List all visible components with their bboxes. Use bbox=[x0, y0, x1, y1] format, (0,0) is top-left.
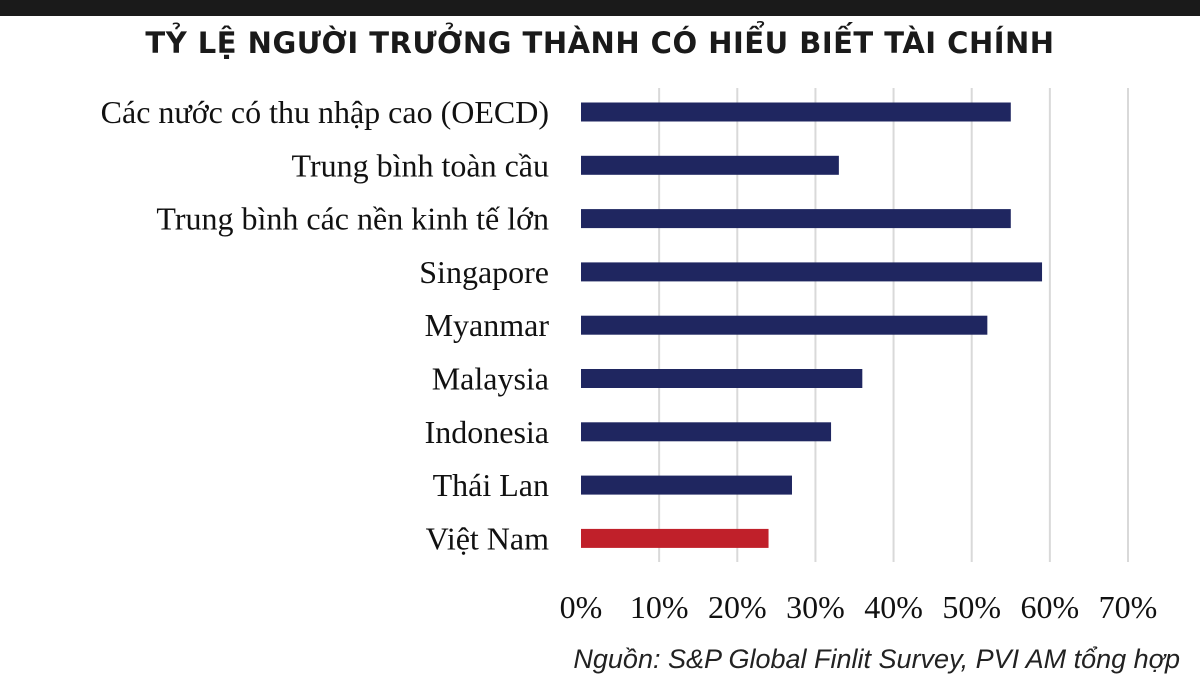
bar bbox=[581, 528, 769, 548]
chart-title: TỶ LỆ NGƯỜI TRƯỞNG THÀNH CÓ HIỂU BIẾT TÀ… bbox=[145, 26, 1055, 60]
bars bbox=[581, 102, 1043, 548]
top-rule bbox=[0, 0, 1200, 16]
bar bbox=[581, 475, 792, 495]
bar bbox=[581, 102, 1011, 122]
category-label: Trung bình các nền kinh tế lớn bbox=[156, 201, 549, 237]
x-tick-label: 0% bbox=[560, 589, 603, 625]
x-tick-label: 60% bbox=[1021, 589, 1080, 625]
category-label: Myanmar bbox=[425, 307, 550, 343]
x-tick-label: 40% bbox=[864, 589, 923, 625]
category-labels: Các nước có thu nhập cao (OECD) Trung bìn… bbox=[101, 94, 550, 556]
category-label: Singapore bbox=[419, 254, 549, 290]
x-tick-labels: 0% 10% 20% 30% 40% 50% 60% 70% bbox=[560, 589, 1158, 625]
x-tick-label: 20% bbox=[708, 589, 767, 625]
bar bbox=[581, 315, 988, 335]
category-label: Thái Lan bbox=[433, 467, 549, 503]
category-label: Các nước có thu nhập cao (OECD) bbox=[101, 94, 549, 130]
category-label: Trung bình toàn cầu bbox=[292, 147, 549, 183]
x-tick-label: 50% bbox=[942, 589, 1001, 625]
x-tick-label: 30% bbox=[786, 589, 845, 625]
bar bbox=[581, 369, 863, 388]
category-label: Indonesia bbox=[425, 414, 549, 450]
bar bbox=[581, 422, 832, 442]
bar bbox=[581, 262, 1043, 282]
bar bbox=[581, 155, 839, 175]
bar bbox=[581, 209, 1011, 229]
source-note: Nguồn: S&P Global Finlit Survey, PVI AM … bbox=[573, 644, 1180, 674]
x-tick-label: 10% bbox=[630, 589, 689, 625]
category-label: Việt Nam bbox=[426, 520, 549, 556]
x-tick-label: 70% bbox=[1099, 589, 1158, 625]
category-label: Malaysia bbox=[432, 361, 549, 397]
